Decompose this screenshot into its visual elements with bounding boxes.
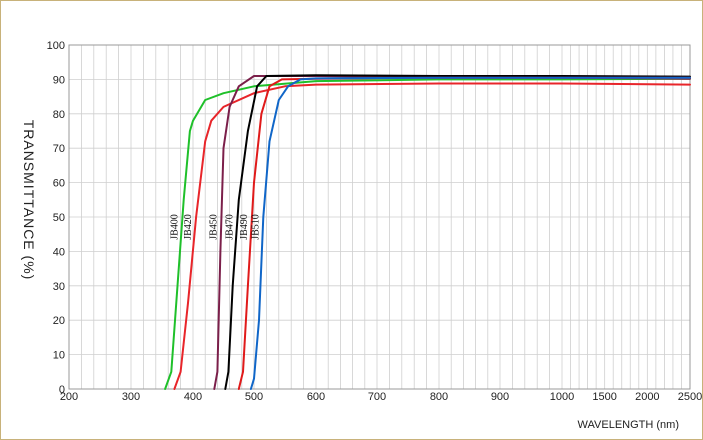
- curve-label-jb470: JB470: [225, 214, 236, 240]
- x-axis-title: WAVELENGTH (nm): [578, 419, 679, 431]
- y-tick-label: 50: [53, 212, 65, 224]
- y-tick-label: 80: [53, 109, 65, 121]
- series-line-jb400: [164, 77, 691, 390]
- series-curves: [164, 74, 691, 390]
- y-tick-label: 60: [53, 178, 65, 190]
- x-tick-label: 400: [184, 391, 202, 403]
- x-tick-label: 1000: [550, 391, 574, 403]
- y-tick-label: 90: [53, 74, 65, 86]
- x-tick-label: 2000: [635, 391, 659, 403]
- plot-border: [68, 44, 691, 390]
- y-tick-label: 100: [47, 40, 65, 52]
- x-tick-label: 800: [430, 391, 448, 403]
- curve-label-jb450: JB450: [209, 214, 220, 240]
- x-tick-label: 600: [307, 391, 325, 403]
- x-tick-label: 200: [60, 391, 78, 403]
- curve-label-jb400: JB400: [170, 214, 181, 240]
- y-tick-label: 20: [53, 315, 65, 327]
- x-tick-label: 300: [122, 391, 140, 403]
- series-line-jb420: [173, 82, 691, 390]
- y-tick-label: 30: [53, 281, 65, 293]
- curve-label-jb510: JB510: [250, 214, 261, 240]
- series-line-jb470: [224, 74, 691, 390]
- grid: [68, 44, 691, 390]
- x-tick-label: 700: [368, 391, 386, 403]
- series-line-jb450: [213, 75, 691, 390]
- y-tick-label: 0: [59, 384, 65, 396]
- y-tick-label: 70: [53, 143, 65, 155]
- series-line-jb510: [249, 76, 691, 390]
- y-tick-labels: 0 10 20 30 40 50 60 70 80 90 100: [47, 40, 65, 396]
- y-tick-label: 10: [53, 350, 65, 362]
- x-tick-labels: 200 300 400 500 600 700 800 900 1000 1500 2000 2500: [60, 391, 702, 403]
- x-tick-label: 2500: [678, 391, 702, 403]
- y-axis-title: TRANSMITTANCE (%): [21, 120, 37, 281]
- x-tick-label: 900: [491, 391, 509, 403]
- x-tick-label: 500: [245, 391, 263, 403]
- y-tick-label: 40: [53, 246, 65, 258]
- curve-labels: JB400 JB420 JB450 JB470 JB490 JB510: [170, 214, 262, 240]
- x-tick-label: 1500: [592, 391, 616, 403]
- curve-label-jb490: JB490: [239, 214, 250, 240]
- series-line-jb490: [237, 76, 691, 390]
- curve-label-jb420: JB420: [183, 214, 194, 240]
